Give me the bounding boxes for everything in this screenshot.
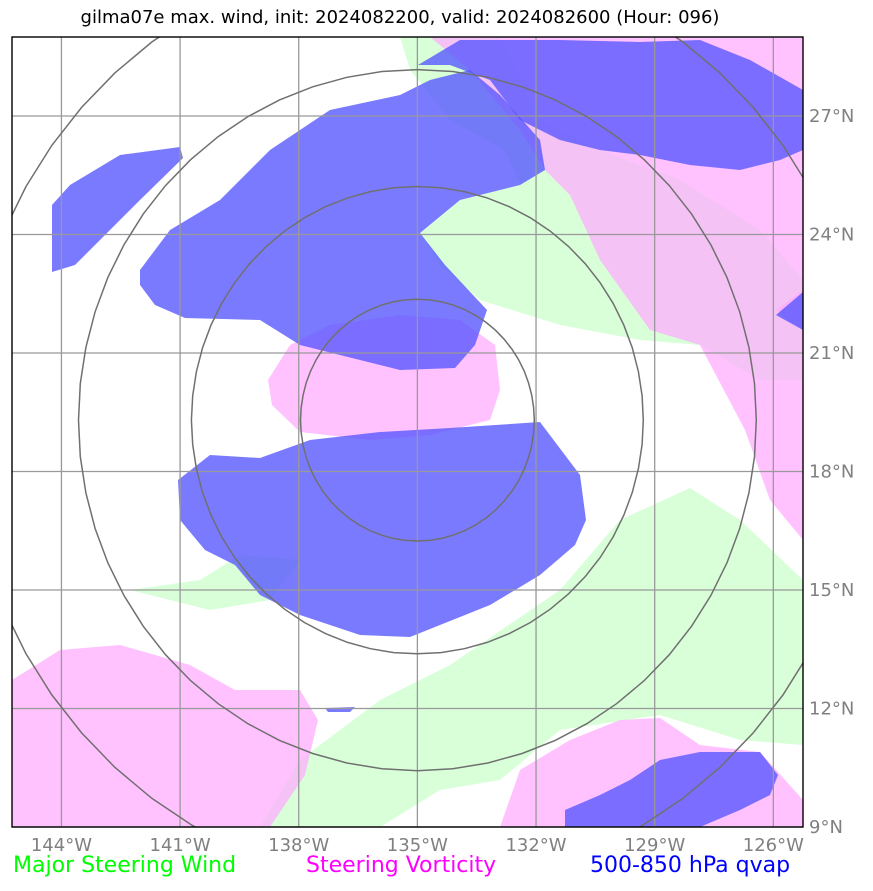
longitude-label: 126°W bbox=[743, 835, 804, 856]
latitude-labels: 27°N 24°N 21°N 18°N 15°N 12°N 9°N bbox=[809, 106, 854, 838]
longitude-label: 138°W bbox=[268, 835, 329, 856]
latitude-label: 27°N bbox=[809, 106, 854, 127]
latitude-label: 12°N bbox=[809, 699, 854, 720]
range-ring bbox=[299, 298, 536, 542]
longitude-label: 129°W bbox=[624, 835, 685, 856]
graticule bbox=[12, 37, 803, 828]
longitude-label: 132°W bbox=[505, 835, 566, 856]
legend-steering-vorticity: Steering Vorticity bbox=[306, 853, 497, 878]
map-frame bbox=[11, 36, 804, 828]
latitude-label: 21°N bbox=[809, 343, 854, 364]
latitude-label: 24°N bbox=[809, 225, 854, 246]
longitude-label: 135°W bbox=[387, 835, 448, 856]
qvap-region-north bbox=[140, 70, 545, 370]
longitude-label: 141°W bbox=[150, 835, 211, 856]
map-title: gilma07e max. wind, init: 2024082200, va… bbox=[80, 7, 720, 28]
qvap-region-small bbox=[325, 707, 355, 712]
legend-qvap: 500-850 hPa qvap bbox=[590, 853, 791, 878]
latitude-label: 15°N bbox=[809, 580, 854, 601]
longitude-labels: 144°W 141°W 138°W 135°W 132°W 129°W 126°W bbox=[31, 835, 804, 856]
qvap-region-northeast bbox=[418, 40, 803, 170]
legend-steering-wind: Major Steering Wind bbox=[13, 853, 237, 878]
latitude-label: 18°N bbox=[809, 462, 854, 483]
qvap-region-southeast bbox=[565, 752, 778, 827]
vorticity-region-southwest bbox=[12, 645, 318, 827]
qvap-layer bbox=[52, 40, 803, 827]
qvap-region-northwest bbox=[52, 147, 183, 272]
latitude-label: 9°N bbox=[809, 817, 843, 838]
qvap-region-east-lobe bbox=[776, 292, 803, 330]
range-ring bbox=[190, 185, 645, 655]
qvap-region-core bbox=[178, 422, 586, 637]
longitude-label: 144°W bbox=[31, 835, 92, 856]
range-ring bbox=[77, 68, 758, 772]
steering-wind-region-southeast bbox=[260, 488, 803, 827]
